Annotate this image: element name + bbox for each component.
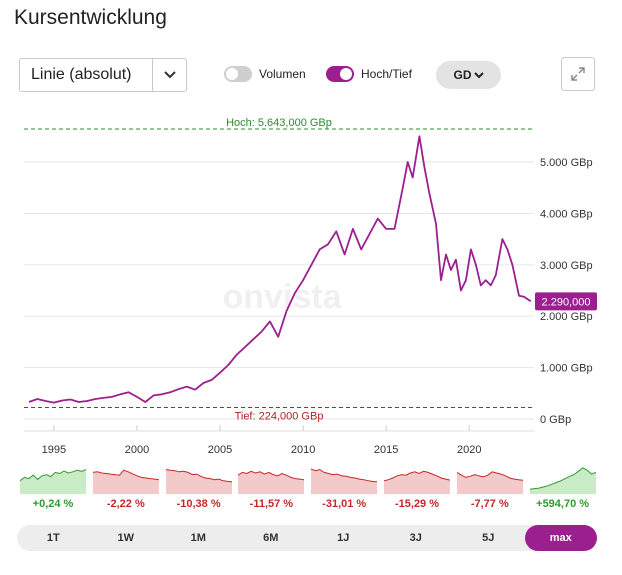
x-tick-label: 2020 <box>457 444 481 456</box>
mini-chart-area <box>311 469 378 494</box>
mini-chart-change: -15,29 % <box>394 498 440 510</box>
mini-chart-5J[interactable]: -7,77 % <box>456 462 523 510</box>
mini-chart-area <box>92 470 159 494</box>
period-tab-1M[interactable]: 1M <box>190 532 206 544</box>
mini-chart-graphic <box>238 470 305 494</box>
mini-chart-line <box>165 469 232 483</box>
chevron-down-icon[interactable] <box>152 59 186 91</box>
price-line <box>28 135 532 404</box>
y-tick-label: 5.000 GBp <box>540 157 593 169</box>
y-tick-label: 3.000 GBp <box>540 260 593 272</box>
period-mini-charts: +0,24 % -2,22 % -10,38 % -11,57 % -31,01 % -1… <box>0 462 622 517</box>
last-price-badge: 2.290,000 <box>535 292 597 311</box>
x-axis-labels: 1995 2000 2005 2010 2015 2020 <box>24 425 534 456</box>
toggle-hoch-tief-label: Hoch/Tief <box>361 67 412 81</box>
mini-chart-area <box>456 471 523 494</box>
mini-chart-line <box>311 468 378 483</box>
y-tick-label: 1.000 GBp <box>540 363 593 375</box>
price-chart[interactable]: onvista 0 GBp 1.000 GBp 2.000 GBp 3.000 GBp… <box>0 110 622 460</box>
period-selector: 1T 1W 1M 6M 1J 3J 5J max <box>17 525 597 551</box>
period-tab-1T[interactable]: 1T <box>46 532 60 544</box>
mini-chart-line <box>92 469 159 481</box>
toggle-hoch-tief-switch[interactable] <box>326 66 354 82</box>
mini-chart-change: -31,01 % <box>322 498 367 510</box>
x-tick-label: 1995 <box>42 444 66 456</box>
watermark: onvista <box>222 278 342 316</box>
period-tab-6M[interactable]: 6M <box>263 532 279 544</box>
mini-chart-change: -7,77 % <box>470 498 509 510</box>
mini-chart-graphic <box>20 469 86 494</box>
mini-chart-area <box>529 467 596 494</box>
y-tick-label: 0 GBp <box>540 414 571 426</box>
mini-chart-area <box>20 469 86 494</box>
mini-chart-6M[interactable]: -11,57 % <box>238 462 305 510</box>
mini-chart-graphic <box>311 468 378 494</box>
mini-chart-change: +594,70 % <box>536 498 590 510</box>
mini-chart-line <box>529 467 596 490</box>
toggle-volumen-label: Volumen <box>259 67 306 81</box>
chart-type-select[interactable]: Linie (absolut) <box>19 58 187 92</box>
last-price-badge-bg <box>535 292 597 311</box>
x-tick-label: 2005 <box>208 444 232 456</box>
chart-grid <box>24 161 534 420</box>
period-tab-max[interactable]: max <box>524 525 597 551</box>
x-tick-label: 2000 <box>125 444 149 456</box>
mini-chart-line <box>238 470 305 481</box>
mini-chart-line <box>456 471 523 481</box>
chart-type-select-value: Linie (absolut) <box>31 66 132 83</box>
y-tick-label: 2.000 GBp <box>540 311 593 323</box>
toggle-volumen[interactable]: Volumen <box>224 66 306 82</box>
mini-chart-area <box>384 471 450 494</box>
mini-chart-change: -2,22 % <box>106 498 145 510</box>
mini-chart-line <box>20 469 86 482</box>
chevron-down-icon <box>473 71 484 78</box>
high-label: Hoch: 5.643,000 GBp <box>226 117 332 129</box>
mini-chart-area <box>238 471 305 494</box>
mini-chart-line <box>384 470 450 482</box>
low-label: Tief: 224,000 GBp <box>235 410 324 422</box>
gd-button[interactable]: GD <box>436 61 501 89</box>
expand-button[interactable] <box>561 57 595 91</box>
gd-button-label: GD <box>453 68 472 82</box>
mini-chart-1J[interactable]: -31,01 % <box>311 462 378 510</box>
mini-chart-change: +0,24 % <box>32 498 74 510</box>
y-axis-labels: 0 GBp 1.000 GBp 2.000 GBp 3.000 GBp 4.000 GB… <box>540 157 593 426</box>
x-tick-label: 2010 <box>291 444 315 456</box>
mini-chart-1T[interactable]: +0,24 % <box>20 462 86 510</box>
last-price-label: 2.290,000 <box>542 296 591 308</box>
period-tab-1J[interactable]: 1J <box>337 532 350 544</box>
y-tick-label: 4.000 GBp <box>540 208 593 220</box>
mini-chart-graphic <box>165 469 232 494</box>
mini-chart-1M[interactable]: -10,38 % <box>165 462 232 510</box>
expand-icon <box>571 67 585 81</box>
mini-chart-1W[interactable]: -2,22 % <box>92 462 159 510</box>
period-tab-1W[interactable]: 1W <box>117 532 135 544</box>
period-tab-5J[interactable]: 5J <box>482 532 495 544</box>
mini-chart-graphic <box>92 469 159 494</box>
mini-chart-graphic <box>456 471 523 494</box>
mini-chart-max[interactable]: +594,70 % <box>529 462 596 510</box>
period-tab-3J[interactable]: 3J <box>409 532 422 544</box>
x-tick-label: 2015 <box>374 444 398 456</box>
mini-chart-3J[interactable]: -15,29 % <box>384 462 450 510</box>
mini-chart-change: -11,57 % <box>249 498 294 510</box>
toggle-volumen-switch[interactable] <box>224 66 252 82</box>
mini-chart-change: -10,38 % <box>176 498 221 510</box>
toggle-hoch-tief[interactable]: Hoch/Tief <box>326 66 412 82</box>
mini-chart-area <box>165 469 232 494</box>
mini-chart-graphic <box>529 467 596 494</box>
mini-chart-graphic <box>384 470 450 494</box>
page-title: Kursentwicklung <box>14 6 167 29</box>
